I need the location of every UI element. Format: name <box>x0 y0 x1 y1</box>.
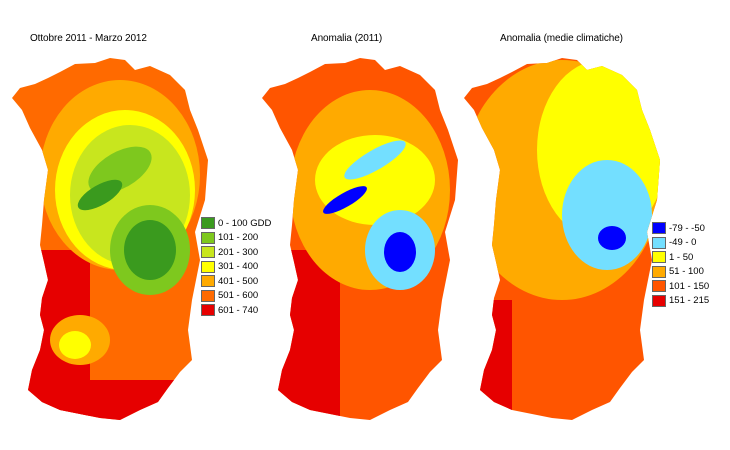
legend-anomaly-swatch <box>652 280 666 293</box>
legend-anomaly-swatch <box>652 236 666 249</box>
legend-anomaly-row: 151 - 215 <box>652 294 709 309</box>
map-title-gdd: Ottobre 2011 - Marzo 2012 <box>30 33 147 44</box>
legend-anomaly-row: 51 - 100 <box>652 265 709 280</box>
legend-gdd-row: 101 - 200 <box>201 231 271 246</box>
legend-anomaly: -79 - -50 -49 - 0 1 - 50 51 - 100 101 - 150 1… <box>652 221 709 308</box>
legend-gdd-label: 401 - 500 <box>218 275 259 287</box>
legend-anomaly-swatch <box>652 251 666 264</box>
legend-anomaly-row: 101 - 150 <box>652 279 709 294</box>
legend-anomaly-row: -49 - 0 <box>652 236 709 251</box>
legend-anomaly-swatch <box>652 294 666 307</box>
legend-anomaly-swatch <box>652 222 666 235</box>
legend-anomaly-label: 1 - 50 <box>669 251 694 263</box>
legend-gdd-label: 0 - 100 GDD <box>218 217 272 229</box>
legend-gdd-swatch <box>201 289 215 302</box>
legend-gdd-swatch <box>201 217 215 230</box>
legend-gdd-row: 401 - 500 <box>201 274 271 289</box>
legend-gdd-swatch <box>201 260 215 273</box>
map-anomaly-2011 <box>262 58 458 420</box>
map-anomaly-climate <box>464 58 660 420</box>
legend-gdd-label: 301 - 400 <box>218 261 259 273</box>
map-gdd <box>12 58 208 420</box>
map-title-anomaly-2011: Anomalia (2011) <box>311 33 383 44</box>
legend-gdd-row: 301 - 400 <box>201 260 271 275</box>
legend-gdd-label: 201 - 300 <box>218 246 259 258</box>
legend-anomaly-swatch <box>652 265 666 278</box>
legend-gdd-swatch <box>201 231 215 244</box>
legend-gdd-swatch <box>201 304 215 317</box>
legend-anomaly-label: -49 - 0 <box>669 237 697 249</box>
legend-anomaly-label: 101 - 150 <box>669 280 710 292</box>
legend-gdd-swatch <box>201 275 215 288</box>
legend-anomaly-row: -79 - -50 <box>652 221 709 236</box>
legend-gdd: 0 - 100 GDD 101 - 200 201 - 300 301 - 400 40… <box>201 216 271 318</box>
legend-gdd-label: 501 - 600 <box>218 290 259 302</box>
legend-anomaly-label: 151 - 215 <box>669 295 710 307</box>
legend-gdd-row: 201 - 300 <box>201 245 271 260</box>
legend-gdd-row: 601 - 740 <box>201 303 271 318</box>
legend-anomaly-label: 51 - 100 <box>669 266 704 278</box>
legend-gdd-swatch <box>201 246 215 259</box>
legend-gdd-row: 0 - 100 GDD <box>201 216 271 231</box>
legend-gdd-label: 101 - 200 <box>218 232 259 244</box>
legend-anomaly-row: 1 - 50 <box>652 250 709 265</box>
legend-gdd-row: 501 - 600 <box>201 289 271 304</box>
map-title-anomaly-climate: Anomalia (medie climatiche) <box>500 33 623 44</box>
legend-gdd-label: 601 - 740 <box>218 304 259 316</box>
legend-anomaly-label: -79 - -50 <box>669 222 705 234</box>
